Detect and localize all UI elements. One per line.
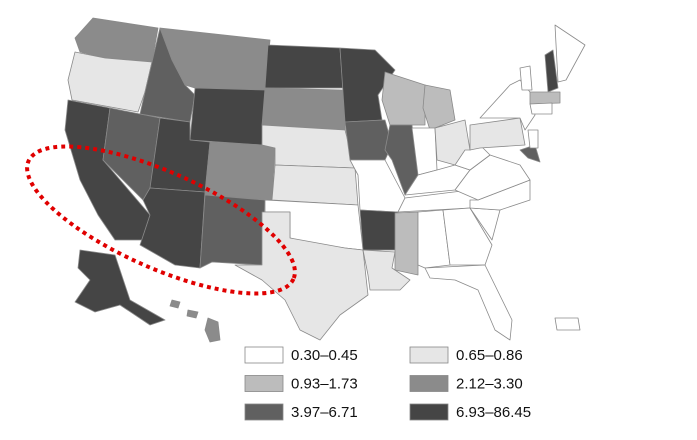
state bbox=[186, 309, 199, 319]
state bbox=[199, 194, 266, 269]
states bbox=[64, 17, 586, 343]
legend-label: 0.65–0.86 bbox=[456, 347, 523, 364]
legend-swatch bbox=[244, 375, 284, 392]
legend-swatch bbox=[409, 346, 449, 364]
highlight-ellipse bbox=[25, 144, 297, 296]
legend-label: 3.97–6.71 bbox=[291, 404, 358, 421]
state bbox=[554, 317, 581, 331]
legend-swatch bbox=[409, 375, 449, 392]
state bbox=[359, 209, 399, 251]
state bbox=[74, 249, 166, 326]
state bbox=[381, 71, 426, 126]
state bbox=[261, 124, 356, 169]
legend-label: 0.93–1.73 bbox=[291, 375, 358, 392]
state bbox=[469, 117, 526, 151]
state bbox=[189, 87, 266, 146]
state bbox=[344, 119, 393, 161]
legend: 0.30–0.45 0.65–0.86 0.93–1.73 2.12–3.30 3.97… bbox=[244, 346, 531, 421]
state bbox=[529, 102, 553, 115]
state bbox=[362, 249, 411, 291]
state bbox=[67, 51, 153, 113]
legend-label: 6.93–86.45 bbox=[456, 404, 531, 421]
state bbox=[139, 187, 206, 269]
state bbox=[204, 317, 221, 343]
state bbox=[544, 49, 559, 93]
legend-swatch bbox=[244, 346, 284, 364]
legend-label: 2.12–3.30 bbox=[456, 375, 523, 392]
state bbox=[554, 24, 586, 83]
state bbox=[394, 211, 419, 276]
state bbox=[271, 164, 359, 206]
state bbox=[529, 91, 561, 105]
state bbox=[527, 129, 539, 149]
state bbox=[442, 207, 493, 266]
state bbox=[424, 264, 513, 341]
legend-label: 0.30–0.45 bbox=[291, 347, 358, 364]
state bbox=[234, 211, 369, 341]
state bbox=[204, 141, 276, 201]
legend-swatch bbox=[244, 403, 284, 421]
state bbox=[519, 65, 533, 91]
state bbox=[417, 209, 451, 269]
state bbox=[169, 299, 181, 309]
state bbox=[261, 87, 346, 131]
state bbox=[422, 84, 456, 131]
state bbox=[264, 44, 344, 89]
legend-swatch bbox=[409, 403, 449, 421]
